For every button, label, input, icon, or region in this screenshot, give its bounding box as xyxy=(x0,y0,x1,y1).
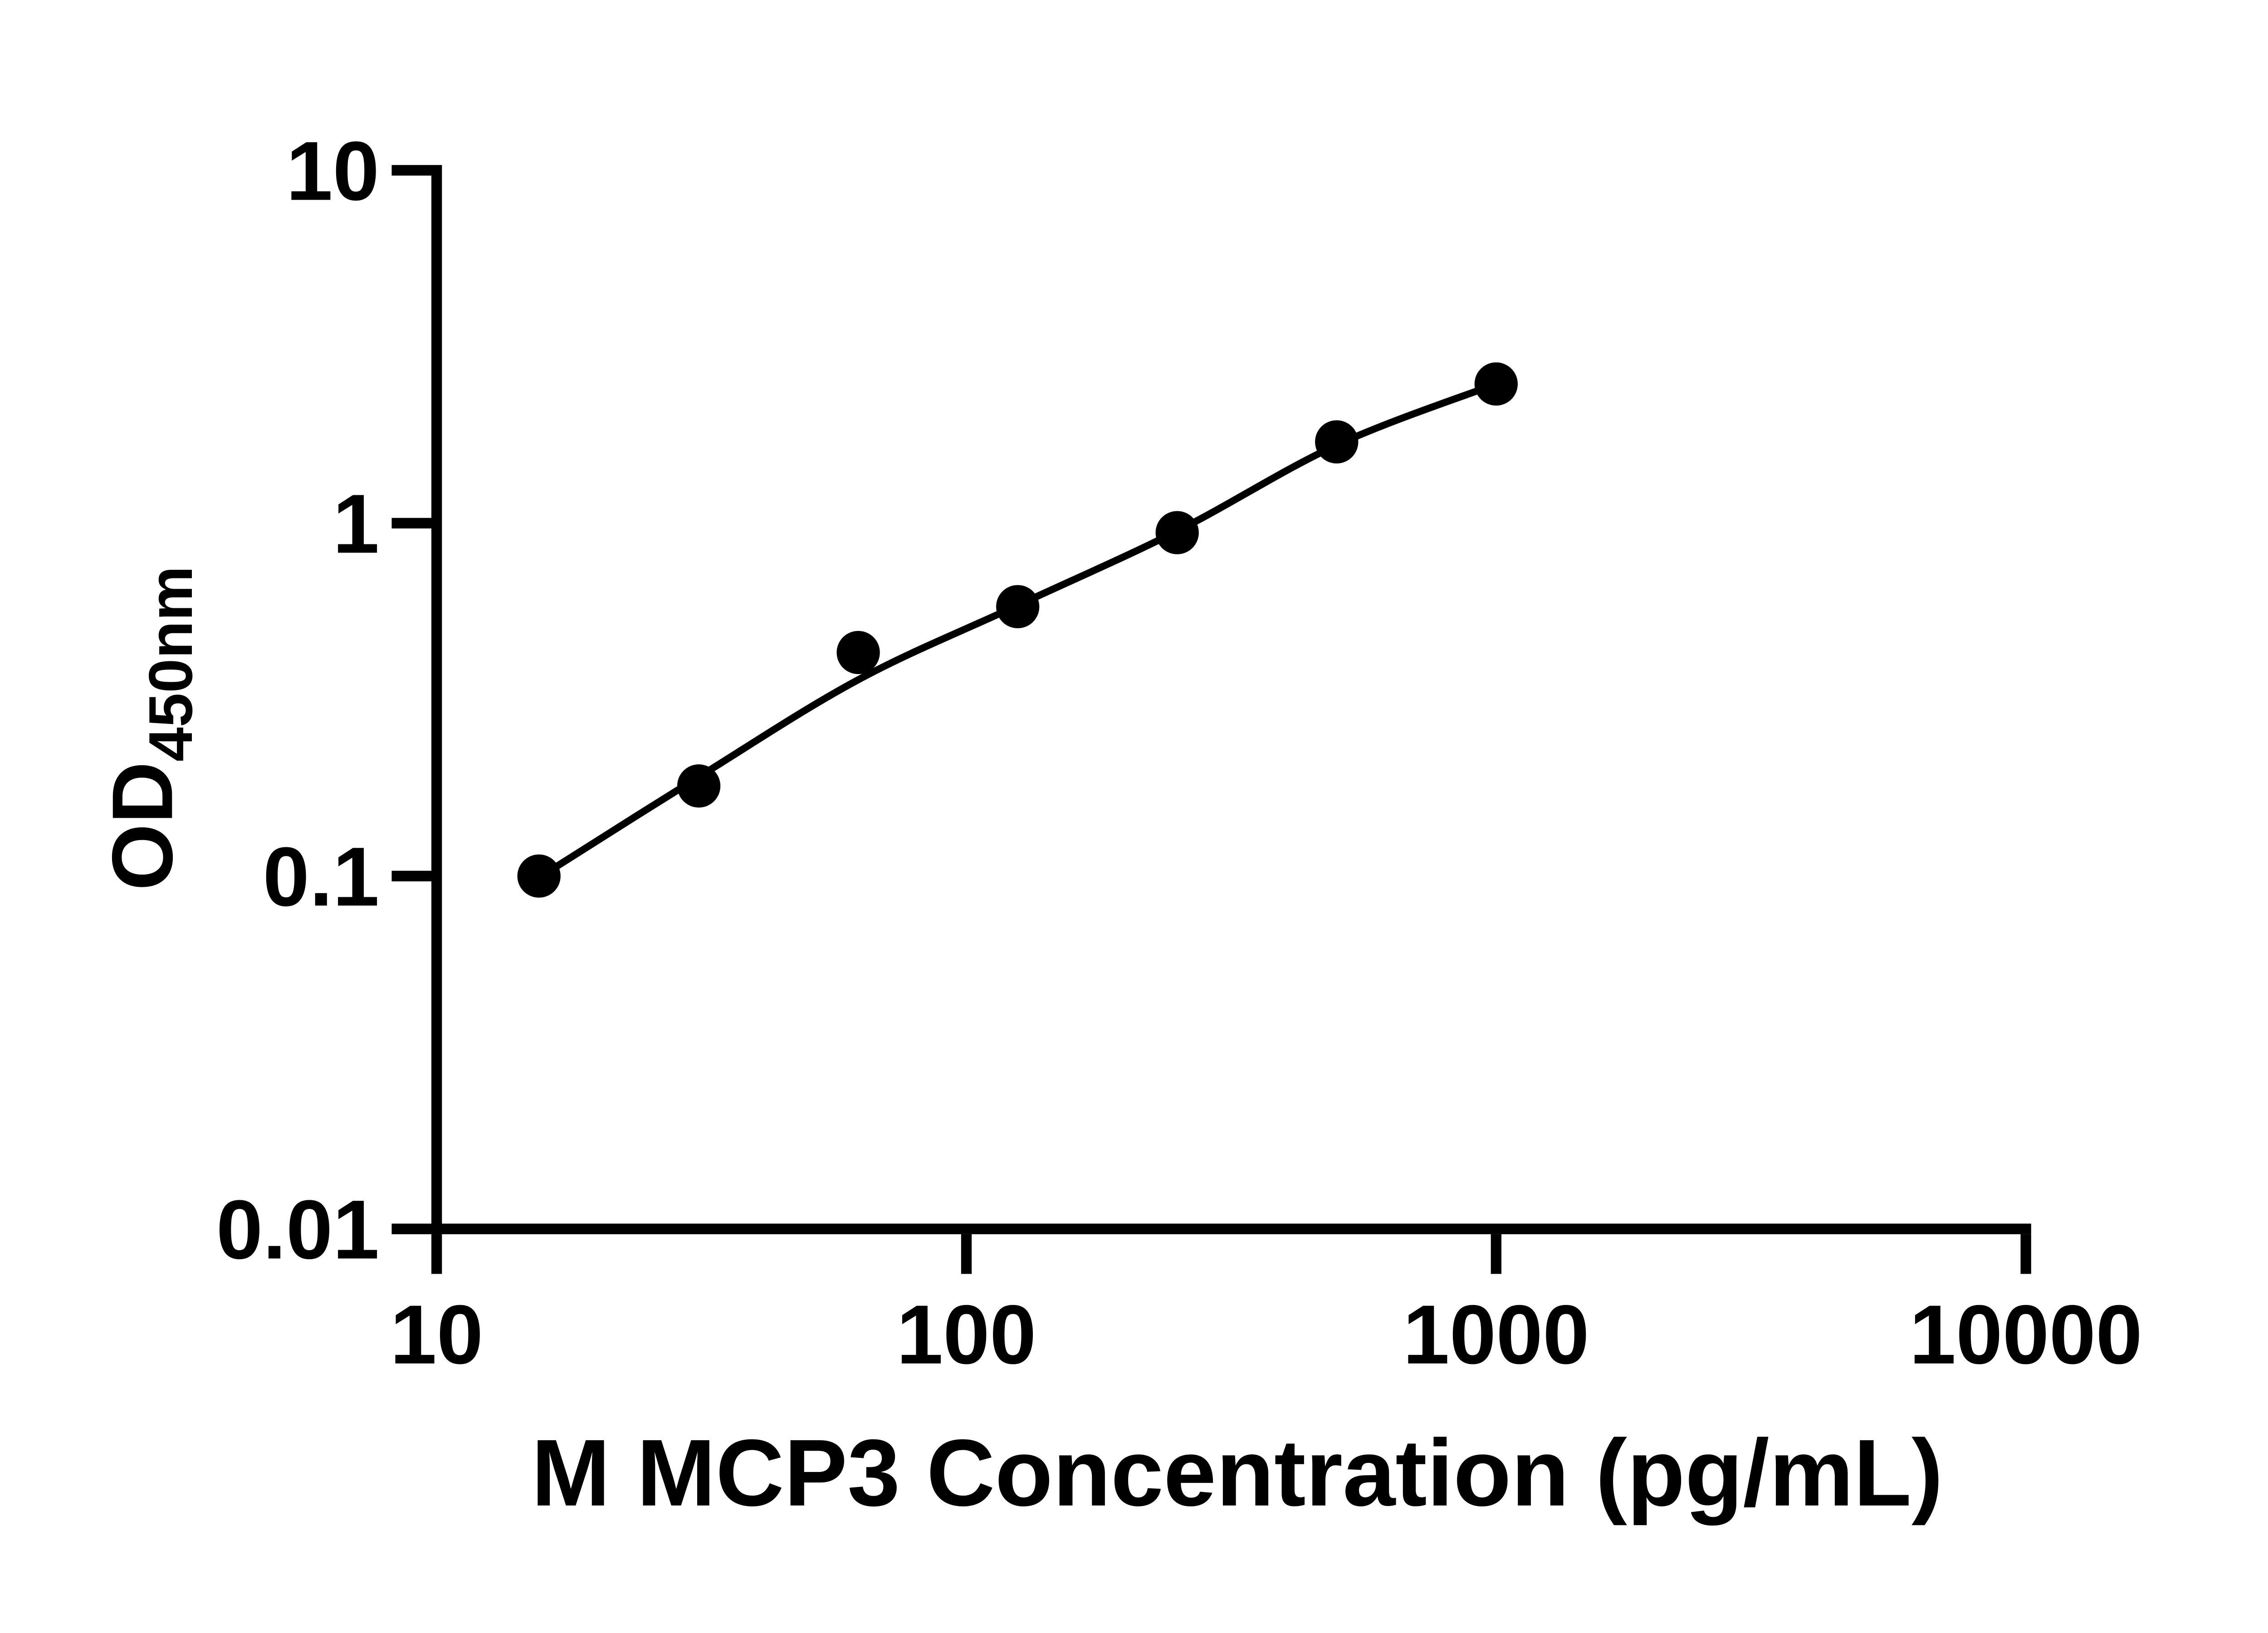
data-points xyxy=(517,362,1518,898)
axes xyxy=(431,165,2031,1234)
axis-ticks xyxy=(391,165,2031,1274)
y-axis-title: OD450nm xyxy=(94,566,205,891)
y-axis-title-subscript: 450nm xyxy=(136,566,205,762)
data-point xyxy=(1474,362,1518,406)
x-tick-label: 1000 xyxy=(1403,1288,1589,1382)
x-axis-title: M MCP3 Concentration (pg/mL) xyxy=(531,1420,1943,1526)
data-point xyxy=(996,585,1040,629)
x-tick-label: 10 xyxy=(390,1288,483,1382)
x-tick-label: 10000 xyxy=(1909,1288,2142,1382)
y-tick-label: 1 xyxy=(333,478,380,571)
y-tick-label: 0.01 xyxy=(216,1183,380,1276)
data-point xyxy=(836,631,880,675)
data-point xyxy=(677,764,721,808)
y-axis-title-main: OD xyxy=(94,762,191,890)
y-tick-label: 10 xyxy=(286,125,380,218)
fit-curve-line xyxy=(535,380,1500,881)
y-tick-label: 0.1 xyxy=(263,830,379,924)
data-point xyxy=(1155,511,1199,554)
x-tick-label: 100 xyxy=(896,1288,1036,1382)
data-point xyxy=(517,854,561,898)
data-point xyxy=(1315,420,1359,464)
